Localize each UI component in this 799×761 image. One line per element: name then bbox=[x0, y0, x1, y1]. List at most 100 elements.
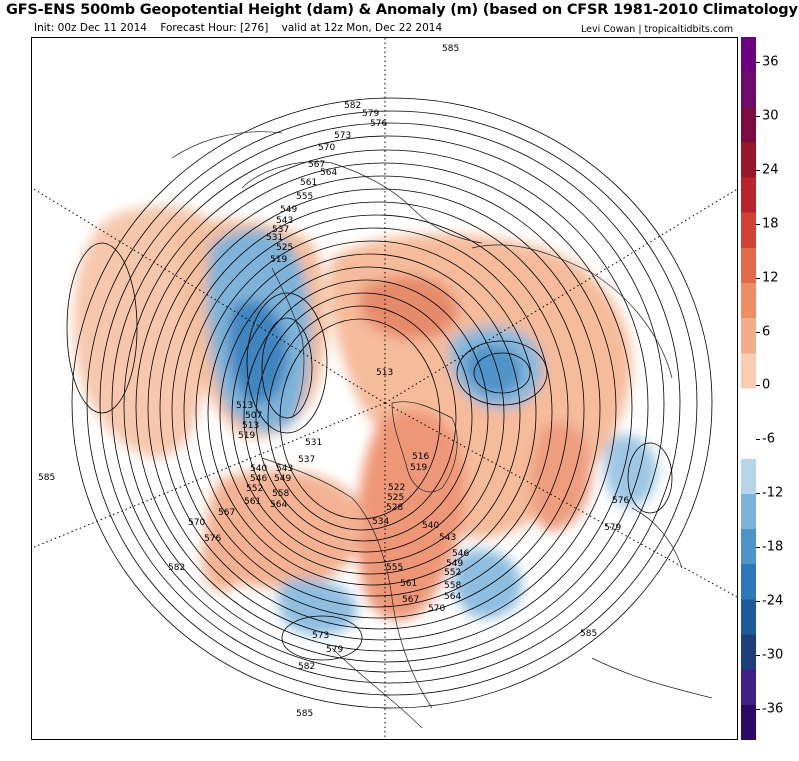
colorbar-tick bbox=[756, 115, 760, 117]
init-time: Init: 00z Dec 11 2014 bbox=[34, 22, 147, 34]
map-panel: 585 582 579 576 573 570 567 564 561 555 … bbox=[31, 37, 738, 740]
contour-label: 552 bbox=[246, 484, 263, 494]
coastlines bbox=[171, 131, 713, 729]
contour-label: 531 bbox=[266, 233, 283, 243]
contour-label: 525 bbox=[387, 493, 404, 503]
anomaly-shading bbox=[73, 206, 657, 635]
contour-label: 585 bbox=[296, 709, 313, 719]
contour-label: 546 bbox=[250, 474, 267, 484]
contour-label: 579 bbox=[362, 109, 379, 119]
colorbar-tick bbox=[756, 331, 760, 333]
contour-label: 549 bbox=[274, 474, 291, 484]
colorbar-tick-label: -12 bbox=[762, 485, 784, 501]
chart-title: GFS-ENS 500mb Geopotential Height (dam) … bbox=[6, 2, 799, 18]
run-info: Init: 00z Dec 11 2014 Forecast Hour: [27… bbox=[34, 22, 442, 34]
contour-label: 585 bbox=[580, 629, 597, 639]
contour-label: 585 bbox=[38, 473, 55, 483]
contour-label: 540 bbox=[250, 464, 267, 474]
contour-label: 519 bbox=[410, 463, 427, 473]
contour-label: 519 bbox=[238, 431, 255, 441]
contour-label: 579 bbox=[604, 523, 621, 533]
contour-label: 549 bbox=[446, 559, 463, 569]
contour-label: 561 bbox=[300, 178, 317, 188]
contour-labels: 585 582 579 576 573 570 567 564 561 555 … bbox=[38, 44, 629, 719]
contour-label: 549 bbox=[280, 205, 297, 215]
contour-label: 570 bbox=[428, 604, 445, 614]
colorbar-tick bbox=[756, 169, 760, 171]
contour-label: 555 bbox=[386, 563, 403, 573]
contour-label: 573 bbox=[334, 131, 351, 141]
valid-time: valid at 12z Mon, Dec 22 2014 bbox=[281, 22, 443, 34]
colorbar-tick-label: -18 bbox=[762, 539, 784, 555]
contour-label: 570 bbox=[188, 518, 205, 528]
colorbar-tick bbox=[756, 62, 760, 63]
contour-label: 570 bbox=[318, 143, 335, 153]
anomaly-colorbar bbox=[741, 37, 756, 740]
height-contours bbox=[66, 97, 713, 709]
contour-label: 507 bbox=[245, 411, 262, 421]
contour-label: 561 bbox=[400, 579, 417, 589]
contour-label: 561 bbox=[244, 497, 261, 507]
colorbar-tick bbox=[756, 439, 760, 441]
colorbar-tick-label: 0 bbox=[762, 377, 771, 393]
contour-label: 516 bbox=[412, 452, 429, 462]
contour-label: 537 bbox=[298, 455, 315, 465]
contour-label: 555 bbox=[296, 192, 313, 202]
colorbar-tick bbox=[756, 601, 760, 602]
contour-label: 534 bbox=[372, 517, 389, 527]
contour-label: 540 bbox=[422, 521, 439, 531]
colorbar-tick bbox=[756, 277, 760, 279]
contour-label: 582 bbox=[298, 662, 315, 672]
contour-label: 558 bbox=[444, 581, 461, 591]
contour-label: 513 bbox=[242, 421, 259, 431]
colorbar-tick-label: 12 bbox=[762, 270, 779, 286]
colorbar-tick bbox=[756, 654, 760, 656]
contour-label: 525 bbox=[276, 243, 293, 253]
contour-label: 543 bbox=[439, 533, 456, 543]
contour-label: 513 bbox=[376, 368, 393, 378]
colorbar-tick bbox=[756, 223, 760, 225]
contour-label: 567 bbox=[402, 595, 419, 605]
contour-label: 576 bbox=[204, 534, 221, 544]
contour-label: 576 bbox=[370, 119, 387, 129]
colorbar-tick-label: 18 bbox=[762, 216, 779, 232]
colorbar-tick bbox=[756, 708, 760, 710]
colorbar-tick bbox=[756, 385, 760, 387]
forecast-hour: Forecast Hour: [276] bbox=[160, 22, 269, 34]
contour-label: 528 bbox=[386, 503, 403, 513]
contour-label: 543 bbox=[276, 464, 293, 474]
colorbar-tick-label: 36 bbox=[762, 54, 779, 70]
contour-label: 546 bbox=[452, 549, 469, 559]
colorbar-tick-label: -6 bbox=[762, 431, 775, 447]
contour-label: 558 bbox=[272, 489, 289, 499]
contour-label: 543 bbox=[276, 216, 293, 226]
colorbar-tick-label: 30 bbox=[762, 108, 779, 124]
colorbar-tick-label: 24 bbox=[762, 162, 779, 178]
colorbar-tick-label: -24 bbox=[762, 593, 784, 609]
contour-label: 579 bbox=[326, 645, 343, 655]
contour-label: 576 bbox=[612, 496, 629, 506]
contour-label: 537 bbox=[272, 225, 289, 235]
contour-label: 582 bbox=[344, 101, 361, 111]
graticule bbox=[32, 38, 737, 739]
contour-label: 567 bbox=[218, 508, 235, 518]
author-credit: Levi Cowan | tropicaltidbits.com bbox=[581, 24, 734, 35]
contour-label: 531 bbox=[305, 438, 322, 448]
map-canvas: 585 582 579 576 573 570 567 564 561 555 … bbox=[32, 38, 737, 739]
contour-label: 564 bbox=[444, 592, 461, 602]
contour-label: 573 bbox=[312, 631, 329, 641]
contour-label: 522 bbox=[388, 483, 405, 493]
contour-label: 585 bbox=[442, 44, 459, 54]
contour-label: 552 bbox=[444, 568, 461, 578]
colorbar-tick-label: -30 bbox=[762, 647, 784, 663]
contour-label: 564 bbox=[270, 500, 287, 510]
contour-label: 582 bbox=[168, 563, 185, 573]
contour-label: 564 bbox=[320, 168, 337, 178]
contour-label: 513 bbox=[236, 401, 253, 411]
colorbar-tick bbox=[756, 493, 760, 495]
contour-label: 519 bbox=[270, 255, 287, 265]
colorbar-tick bbox=[756, 547, 760, 549]
colorbar-tick-label: 6 bbox=[762, 324, 771, 339]
contour-label: 567 bbox=[308, 160, 325, 170]
colorbar-tick-label: -36 bbox=[762, 701, 784, 717]
